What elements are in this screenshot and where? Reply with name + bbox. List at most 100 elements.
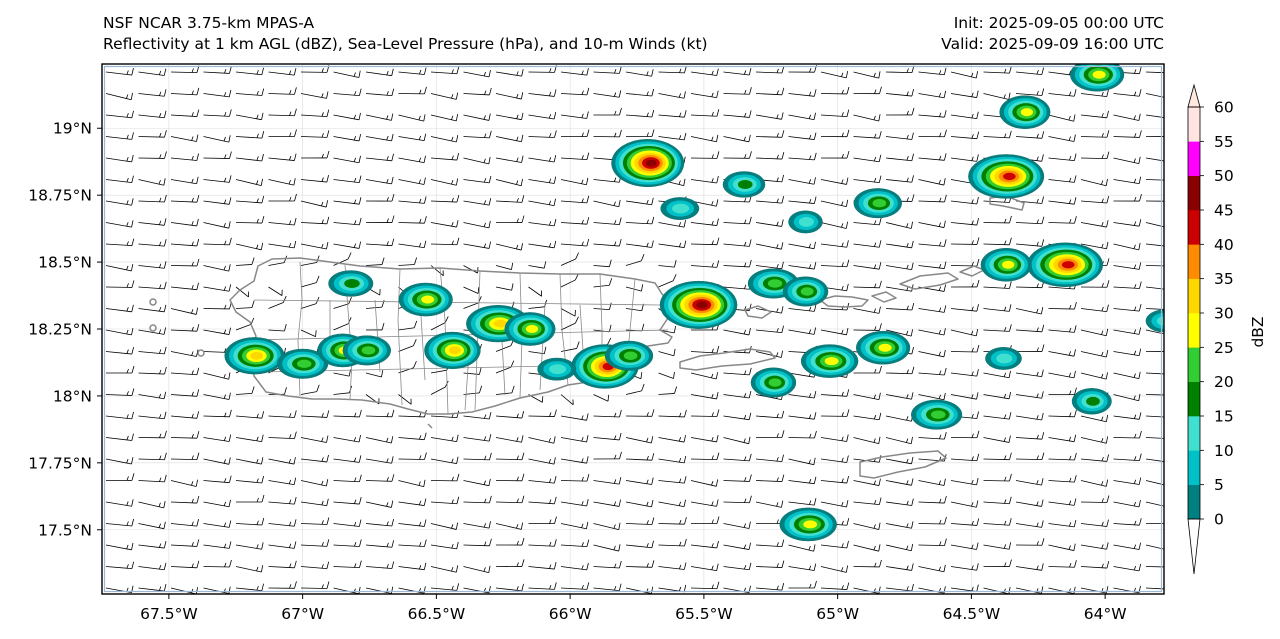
wind-barb — [885, 392, 914, 400]
wind-barb — [1048, 560, 1077, 568]
wind-barb — [463, 69, 491, 78]
reflectivity-cell — [999, 95, 1051, 129]
wind-barb — [690, 175, 719, 184]
wind-barb — [820, 259, 850, 268]
wind-barb — [950, 563, 979, 571]
wind-barb — [495, 283, 514, 291]
wind-barb — [170, 431, 200, 439]
colorbar-tick-label: 5 — [1214, 476, 1224, 494]
wind-barb — [300, 130, 330, 138]
wind-barb — [885, 521, 914, 529]
lon-ticks: 67.5°W 67°W 66.5°W 66°W 65.5°W 65°W 64.5°W 64°W — [140, 594, 1127, 623]
reflectivity-cell — [1070, 64, 1125, 92]
wind-barb — [1080, 195, 1110, 204]
wind-barb — [1145, 351, 1164, 352]
wind-barb — [1080, 151, 1110, 160]
wind-barb — [138, 562, 167, 571]
wind-barb — [365, 113, 394, 121]
wind-barb — [463, 478, 491, 487]
wind-barb — [170, 324, 200, 332]
wind-barb — [820, 500, 849, 508]
wind-barb — [983, 473, 1012, 482]
wind-barb — [820, 434, 849, 442]
wind-barb — [983, 66, 1012, 74]
wind-barb — [1145, 544, 1164, 550]
wind-barb — [593, 451, 622, 460]
wind-barb — [820, 540, 849, 549]
wind-barb — [983, 435, 1011, 443]
wind-barb — [300, 242, 329, 250]
wind-barb — [1113, 156, 1141, 165]
reflectivity-cell — [342, 335, 392, 366]
wind-barb — [203, 135, 231, 143]
wind-barb — [593, 199, 621, 208]
wind-barb — [203, 109, 232, 117]
wind-barb — [495, 69, 524, 77]
wind-barb — [138, 541, 167, 549]
wind-barb — [950, 542, 979, 550]
wind-barb — [723, 151, 752, 159]
wind-barb — [853, 240, 882, 248]
colorbar-segment — [1188, 450, 1200, 485]
wind-barb — [983, 452, 1012, 461]
wind-barb — [430, 583, 460, 591]
reflectivity-cell — [1145, 309, 1164, 333]
wind-barb — [105, 327, 134, 336]
wind-barb — [983, 215, 1012, 224]
wind-barb — [300, 498, 329, 507]
wind-barb — [1145, 501, 1164, 507]
wind-barb — [853, 154, 882, 163]
wind-barb — [853, 280, 882, 289]
wind-barb — [1015, 520, 1044, 528]
wind-barb — [1048, 325, 1077, 333]
wind-barb — [365, 474, 395, 482]
wind-barb — [170, 153, 199, 161]
wind-barb — [170, 258, 200, 267]
wind-barb — [560, 413, 589, 421]
wind-barb — [203, 327, 231, 335]
wind-barb — [268, 581, 297, 589]
tortola-coastline — [899, 272, 959, 290]
wind-barb — [983, 518, 1012, 526]
wind-barb — [1048, 134, 1076, 142]
wind-barb — [1113, 176, 1142, 185]
wind-barb — [430, 135, 459, 143]
wind-barb — [690, 479, 719, 487]
lon-tick-label: 65.5°W — [675, 605, 733, 623]
wind-barb — [170, 560, 200, 569]
wind-barb — [1015, 563, 1044, 571]
wind-barb — [885, 543, 914, 552]
wind-barb — [430, 434, 459, 443]
wind-barb — [788, 112, 816, 121]
wind-barb — [528, 516, 557, 524]
colorbar-segment — [1188, 107, 1200, 142]
reflectivity-echoes — [224, 64, 1164, 542]
wind-barb — [495, 195, 525, 203]
wind-barb — [333, 197, 362, 205]
model-title: NSF NCAR 3.75-km MPAS-A — [103, 14, 315, 32]
wind-barb — [1080, 328, 1109, 337]
wind-barb — [365, 153, 394, 162]
wind-barb — [1080, 560, 1110, 569]
wind-barb — [853, 262, 882, 270]
wind-barb — [1048, 543, 1076, 551]
wind-barb — [138, 411, 167, 420]
wind-barb — [820, 177, 849, 185]
wind-barb — [560, 562, 589, 571]
wind-barb — [300, 454, 329, 463]
wind-barb — [1113, 193, 1142, 202]
wind-barb — [268, 323, 287, 332]
wind-barb — [820, 109, 850, 118]
wind-barb — [105, 264, 134, 272]
wind-barb — [333, 409, 362, 418]
wind-barb — [1015, 324, 1045, 333]
wind-barb — [1048, 89, 1077, 97]
wind-barb — [495, 452, 525, 461]
wind-barb — [1113, 304, 1142, 312]
wind-barb — [690, 372, 718, 380]
wind-barb — [138, 130, 167, 138]
wind-barb — [300, 275, 320, 288]
colorbar-tick-label: 55 — [1214, 133, 1234, 151]
wind-barb — [203, 499, 231, 508]
wind-barb — [853, 478, 881, 486]
